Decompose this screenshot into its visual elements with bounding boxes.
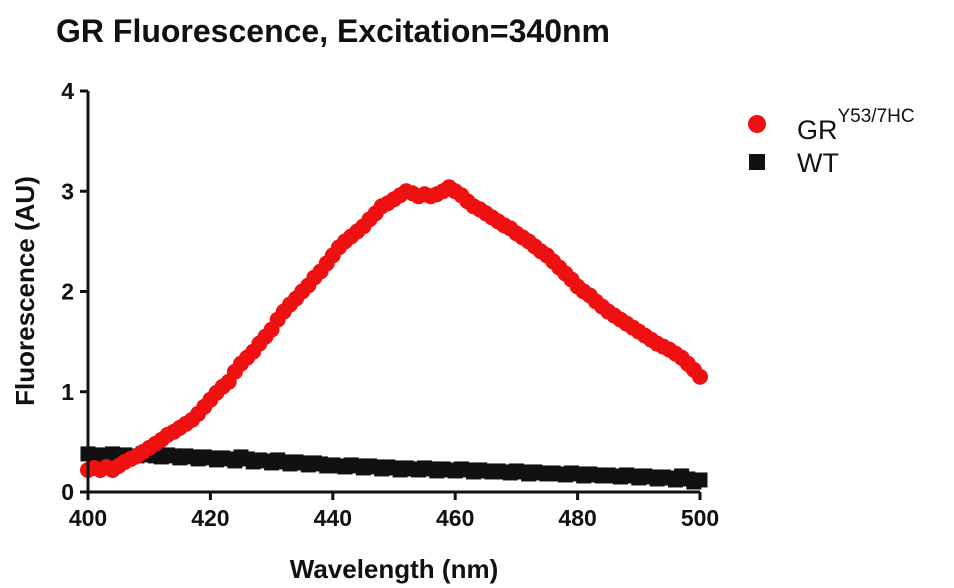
legend: GRY53/7HC WT [748,106,915,178]
x-tick-label: 480 [558,505,596,531]
x-ticks: 400 420 440 460 480 500 [69,492,719,531]
series-wt [80,446,708,490]
y-tick-label: 3 [61,178,74,204]
y-axis-label: Fluorescence (AU) [10,176,40,406]
legend-gr-superscript: Y53/7HC [838,106,915,127]
x-axis-label: Wavelength (nm) [290,554,498,584]
legend-marker-wt [749,154,765,170]
legend-label-gr: GRY53/7HC [797,106,915,145]
y-ticks: 0 1 2 3 4 [61,78,88,505]
x-tick-label: 420 [191,505,229,531]
legend-label-wt: WT [797,148,839,178]
x-tick-label: 400 [69,505,107,531]
chart-title: GR Fluorescence, Excitation=340nm [56,13,610,49]
legend-gr-name: GR [797,115,838,145]
legend-marker-gr [748,115,766,133]
x-tick-label: 500 [681,505,719,531]
series-gr [80,179,708,478]
gr-data-point [692,368,708,385]
wt-data-point [692,472,708,488]
y-tick-label: 4 [61,78,74,104]
series-layer [80,179,708,490]
y-tick-label: 0 [61,479,74,505]
y-tick-label: 2 [61,279,74,305]
plot-area: 0 1 2 3 4 400 420 440 460 480 500 [61,78,719,531]
x-tick-label: 440 [314,505,352,531]
y-tick-label: 1 [61,379,74,405]
x-tick-label: 460 [436,505,474,531]
